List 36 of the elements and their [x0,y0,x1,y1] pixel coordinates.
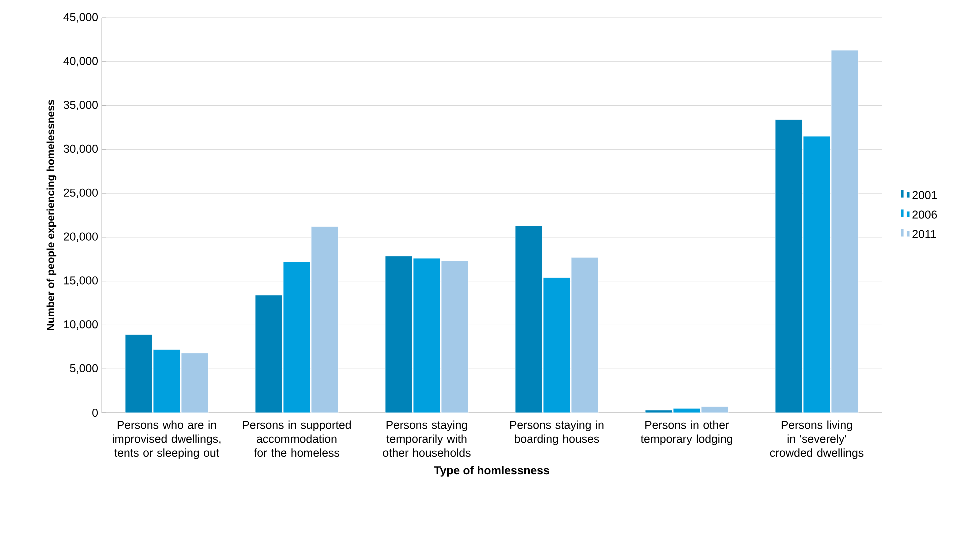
x-axis-title: Type of homlessness [434,466,550,477]
bar [441,260,469,413]
x-tick-label: Persons staying temporarily with other households [383,420,471,458]
y-tick-label: 25,000 [64,188,98,198]
y-axis-title: Number of people experiencing homelessness [46,100,57,330]
y-tick-label: 30,000 [64,144,98,154]
y-tick-label: 15,000 [64,276,98,286]
bar [543,278,571,413]
bar [385,256,413,413]
x-tick-label: Persons who are in improvised dwellings, tents or sleeping out [113,420,221,460]
bar [153,350,181,413]
bar [125,334,153,413]
y-tick-label: 35,000 [64,101,98,111]
x-tick-label: Persons in other temporary lodging [641,420,732,446]
y-tick-label: 5,000 [70,364,98,374]
bar [255,295,283,413]
bar [775,120,803,413]
bar [311,226,339,413]
bar [181,353,209,413]
y-tick-label: 20,000 [64,232,98,242]
y-tick-label: 45,000 [64,13,98,23]
y-tick-label: 0 [92,408,98,418]
x-tick-label: Persons in supported accommodation for the homeless [243,420,352,458]
legend-label: 2011 [912,230,936,238]
legend-label: 2001 [912,191,938,200]
bar [413,258,441,413]
legend-label: 2006 [912,210,938,219]
y-tick-label: 40,000 [64,57,98,67]
x-tick-label: Persons staying in boarding houses [510,420,604,446]
bar [515,226,543,413]
bar [803,136,831,413]
y-tick-label: 10,000 [64,320,98,330]
x-tick-label: Persons living in 'severely' crowded dwellings [770,420,864,460]
bar [571,257,599,413]
bar [283,262,311,413]
bar [831,50,859,413]
